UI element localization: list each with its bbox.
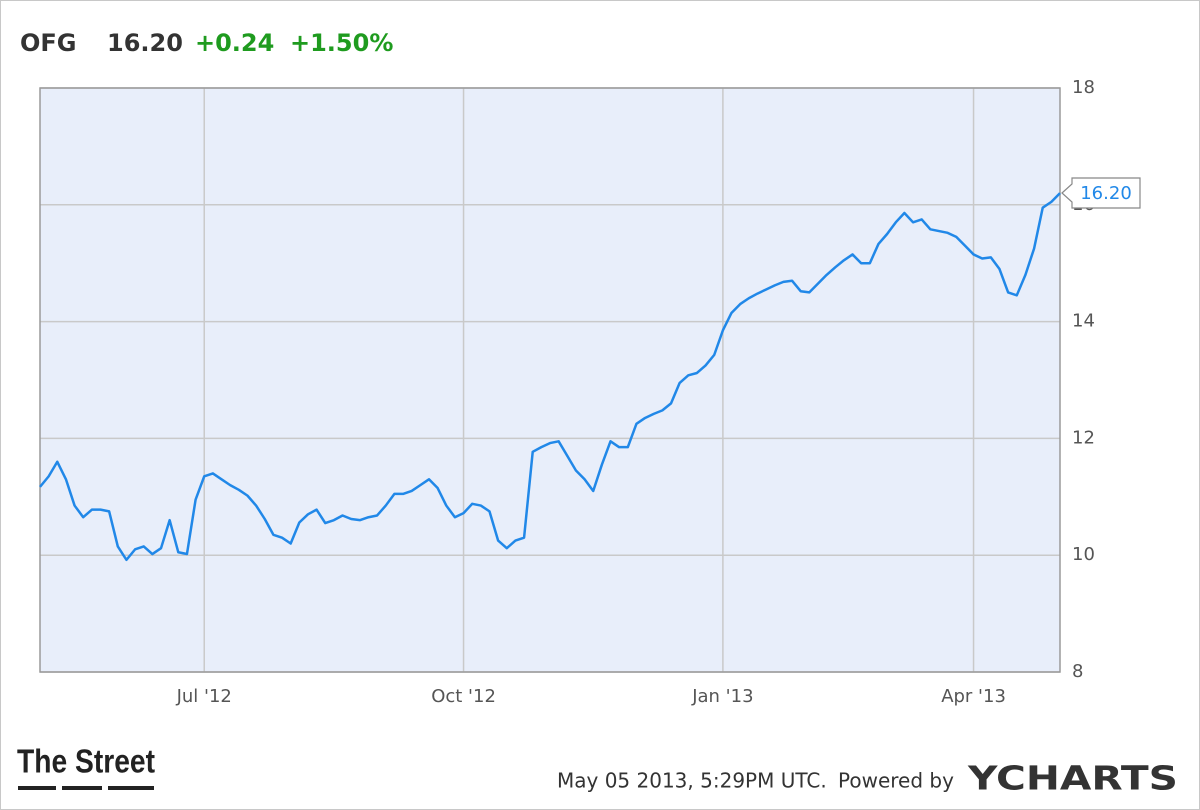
y-tick-label: 12 bbox=[1072, 427, 1095, 448]
x-tick-label: Jul '12 bbox=[176, 686, 232, 707]
price-line bbox=[39, 192, 1061, 562]
change: +0.24 bbox=[195, 29, 274, 57]
plot-border bbox=[39, 87, 1061, 673]
x-tick-label: Apr '13 bbox=[941, 686, 1006, 707]
timestamp: May 05 2013, 5:29PM UTC. bbox=[557, 769, 827, 793]
brand: The Street bbox=[17, 743, 155, 780]
x-tick-label: Oct '12 bbox=[431, 686, 496, 707]
powered-by: Powered by bbox=[838, 769, 954, 793]
price: 16.20 bbox=[107, 29, 183, 57]
plot-area bbox=[40, 88, 1060, 672]
brand-bar bbox=[62, 786, 102, 790]
brand-bar bbox=[18, 786, 56, 790]
callout-box bbox=[1061, 177, 1141, 209]
the-street-logo: The Street bbox=[17, 743, 155, 790]
ticker: OFG bbox=[20, 29, 77, 57]
provider-logo: YCHARTS bbox=[967, 759, 1178, 798]
x-tick-label: Jan '13 bbox=[691, 686, 753, 707]
y-tick-label: 10 bbox=[1072, 544, 1095, 565]
change-pct: +1.50% bbox=[290, 29, 393, 57]
brand-bar bbox=[108, 786, 154, 790]
callout-label: 16.20 bbox=[1080, 183, 1132, 204]
y-tick-label: 14 bbox=[1072, 311, 1095, 332]
last-value-callout: 16.20 bbox=[1061, 177, 1141, 209]
y-tick-label: 8 bbox=[1072, 661, 1083, 682]
y-tick-label: 18 bbox=[1072, 77, 1095, 98]
